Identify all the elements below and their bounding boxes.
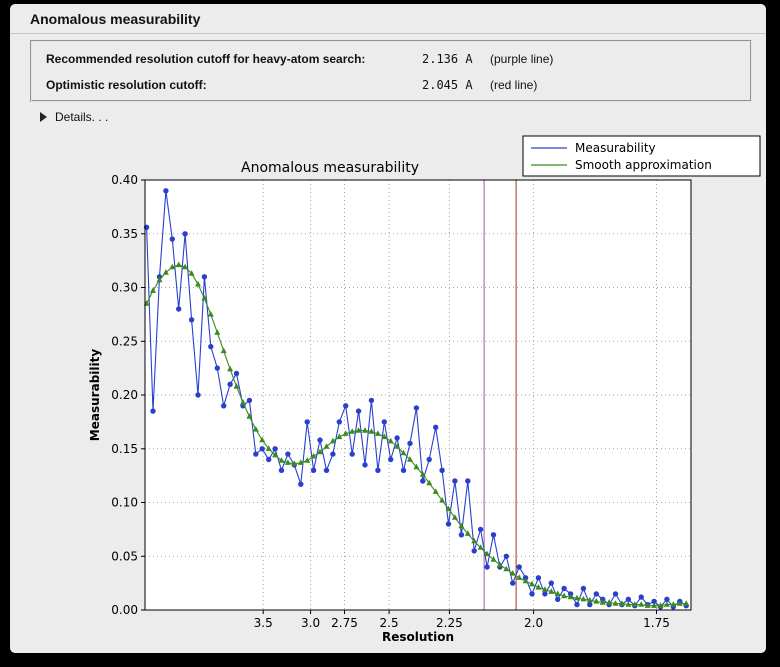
svg-text:0.20: 0.20 — [111, 388, 138, 402]
svg-text:0.15: 0.15 — [111, 442, 138, 456]
optimistic-cutoff-value: 2.045 A — [422, 78, 473, 92]
measurability-chart: 0.00 0.05 0.10 0.15 0.20 0.25 0.30 0.35 0.40 3.5 3… — [85, 129, 766, 644]
info-row: Optimistic resolution cutoff: 2.045 A (r… — [32, 78, 750, 96]
details-label: Details. . . — [55, 110, 109, 124]
purple-line-note: (purple line) — [490, 52, 554, 66]
resolution-cutoff-info-box: Recommended resolution cutoff for heavy-… — [30, 40, 752, 102]
svg-text:2.5: 2.5 — [380, 616, 399, 630]
info-row: Recommended resolution cutoff for heavy-… — [32, 52, 750, 70]
svg-text:2.75: 2.75 — [331, 616, 358, 630]
svg-text:0.40: 0.40 — [111, 173, 138, 187]
svg-text:2.25: 2.25 — [436, 616, 463, 630]
axis-ticks: 0.00 0.05 0.10 0.15 0.20 0.25 0.30 0.35 0.40 3.5 3… — [111, 173, 670, 630]
svg-text:2.0: 2.0 — [524, 616, 543, 630]
header-divider — [10, 33, 766, 34]
details-toggle[interactable]: Details. . . — [40, 108, 108, 126]
red-line-note: (red line) — [490, 78, 538, 92]
anomalous-measurability-panel: Anomalous measurability Recommended reso… — [10, 4, 766, 653]
svg-text:Smooth approximation: Smooth approximation — [575, 158, 712, 172]
disclosure-triangle-icon — [40, 112, 47, 122]
svg-text:0.25: 0.25 — [111, 334, 138, 348]
recommended-cutoff-label: Recommended resolution cutoff for heavy-… — [46, 52, 366, 66]
chart-title: Anomalous measurability — [241, 160, 419, 176]
chart-svg: 0.00 0.05 0.10 0.15 0.20 0.25 0.30 0.35 0.40 3.5 3… — [88, 135, 761, 644]
recommended-cutoff-value: 2.136 A — [422, 52, 473, 66]
svg-text:3.0: 3.0 — [301, 616, 320, 630]
gridlines — [145, 180, 691, 610]
legend: Measurability Smooth approximation — [522, 135, 761, 177]
y-axis-label: Measurability — [88, 349, 102, 442]
svg-text:0.35: 0.35 — [111, 227, 138, 241]
svg-text:3.5: 3.5 — [254, 616, 273, 630]
panel-title: Anomalous measurability — [30, 11, 201, 27]
svg-text:0.10: 0.10 — [111, 496, 138, 510]
svg-text:0.05: 0.05 — [111, 549, 138, 563]
x-axis-label: Resolution — [382, 630, 454, 644]
svg-text:0.00: 0.00 — [111, 603, 138, 617]
svg-text:0.30: 0.30 — [111, 281, 138, 295]
svg-text:1.75: 1.75 — [643, 616, 670, 630]
svg-text:Measurability: Measurability — [575, 141, 656, 155]
optimistic-cutoff-label: Optimistic resolution cutoff: — [46, 78, 207, 92]
smooth-approximation-series — [143, 261, 690, 608]
